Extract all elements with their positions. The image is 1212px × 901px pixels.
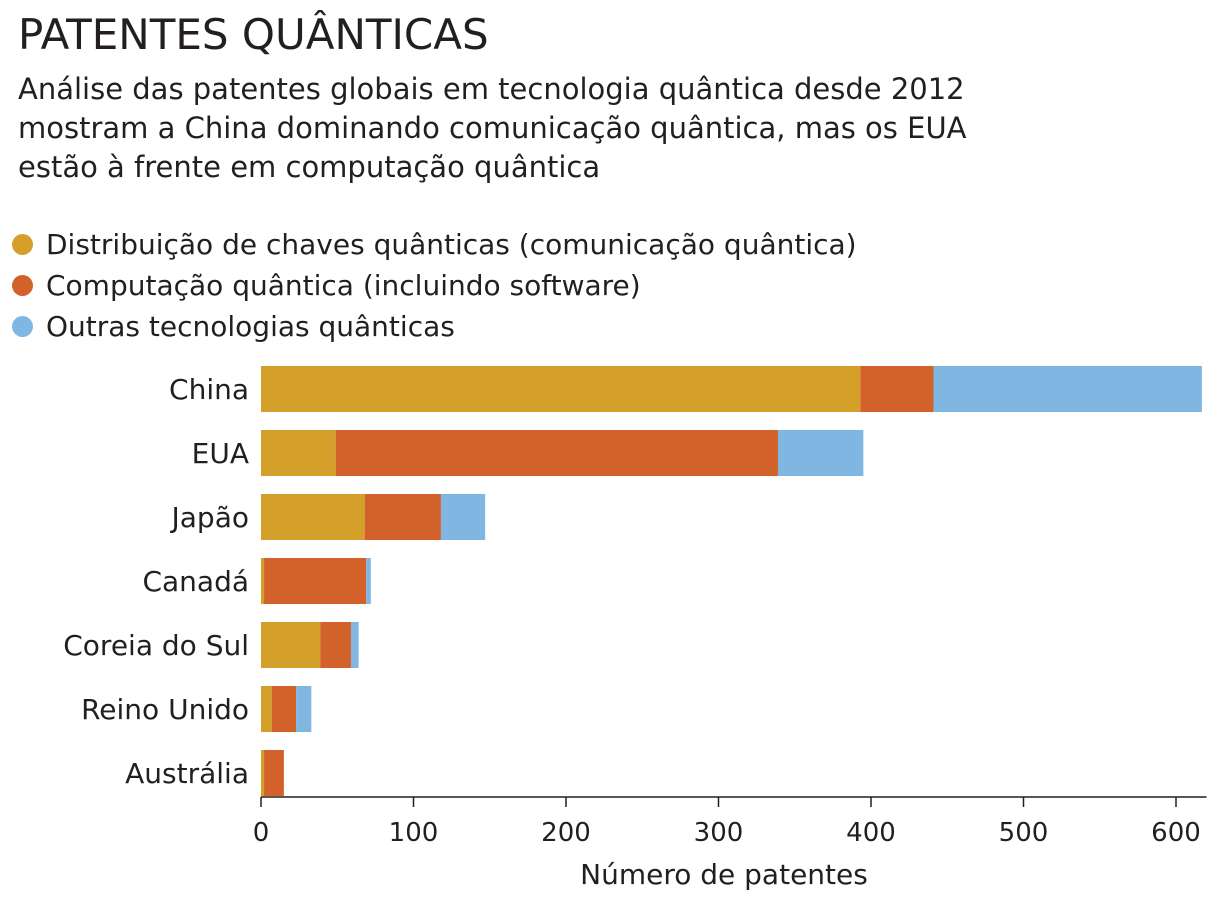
legend-label-qkd: Distribuição de chaves quânticas (comuni… (46, 228, 857, 261)
bar-segment (320, 622, 351, 668)
bar-segment (296, 686, 312, 732)
bar-segment (366, 558, 371, 604)
bar-segment (261, 430, 336, 476)
category-label: EUA (192, 437, 249, 470)
bar-segment (261, 750, 265, 796)
bar-segment (335, 430, 778, 476)
legend-label-computing: Computação quântica (incluindo software) (46, 269, 641, 302)
bar-segment (271, 686, 297, 732)
x-axis-title: Número de patentes (580, 858, 868, 891)
chart-legend: Distribuição de chaves quânticas (comuni… (12, 224, 857, 347)
bar-segment (777, 430, 864, 476)
bar-segment (261, 366, 861, 412)
x-tick-label: 100 (389, 818, 439, 848)
category-label: Canadá (142, 565, 249, 598)
legend-item-qkd: Distribuição de chaves quânticas (comuni… (12, 224, 857, 265)
legend-swatch-qkd (12, 234, 33, 255)
bar-segment (261, 686, 272, 732)
x-tick-label: 600 (1151, 818, 1201, 848)
category-label: Austrália (125, 757, 249, 790)
legend-item-computing: Computação quântica (incluindo software) (12, 265, 857, 306)
x-tick-label: 0 (253, 818, 270, 848)
bar-segment (264, 750, 284, 796)
x-tick-label: 500 (999, 818, 1049, 848)
legend-label-other: Outras tecnologias quânticas (46, 310, 455, 343)
bar-segment (933, 366, 1202, 412)
legend-swatch-computing (12, 275, 33, 296)
subtitle-line-1: Análise das patentes globais em tecnolog… (18, 72, 965, 106)
bar-segment (261, 622, 321, 668)
chart-subtitle: Análise das patentes globais em tecnolog… (18, 70, 1018, 187)
x-tick-label: 300 (694, 818, 744, 848)
bar-segment (261, 494, 365, 540)
subtitle-line-3: estão à frente em computação quântica (18, 150, 601, 184)
bar-segment (860, 366, 934, 412)
category-label: Reino Unido (81, 693, 249, 726)
legend-swatch-other (12, 316, 33, 337)
x-tick-label: 400 (846, 818, 896, 848)
category-label: Japão (170, 501, 249, 534)
legend-item-other: Outras tecnologias quânticas (12, 306, 857, 347)
x-tick-label: 200 (541, 818, 591, 848)
bar-segment (264, 558, 367, 604)
bar-segment (350, 622, 359, 668)
category-label: Coreia do Sul (63, 629, 249, 662)
bar-segment (261, 558, 265, 604)
chart-title: PATENTES QUÂNTICAS (18, 10, 489, 59)
bar-segment (440, 494, 486, 540)
bar-segment (364, 494, 441, 540)
subtitle-line-2: mostram a China dominando comunicação qu… (18, 111, 967, 145)
category-label: China (169, 373, 249, 406)
